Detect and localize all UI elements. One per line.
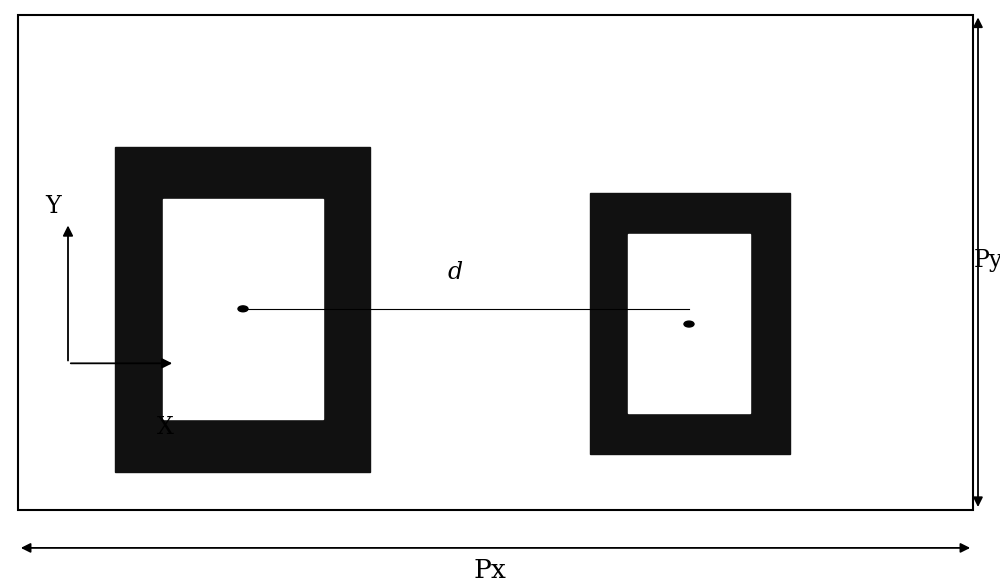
Text: X: X <box>157 416 173 440</box>
Text: d: d <box>447 261 463 284</box>
Bar <box>18 15 973 510</box>
Bar <box>628 234 750 413</box>
Bar <box>590 193 790 454</box>
Bar <box>163 199 323 419</box>
Text: Py: Py <box>973 249 1000 272</box>
Circle shape <box>684 321 694 327</box>
Text: Px: Px <box>474 558 506 583</box>
Circle shape <box>238 306 248 312</box>
Text: Y: Y <box>45 195 61 218</box>
Bar <box>115 146 370 472</box>
